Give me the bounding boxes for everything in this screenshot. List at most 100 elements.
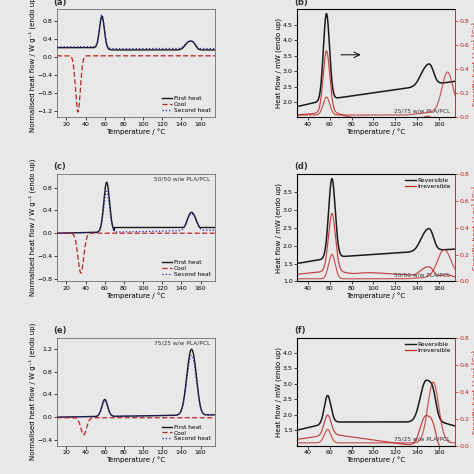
Second heat [209,228,215,233]
Cool [54,415,60,420]
Cool [72,78,78,83]
Cool [72,235,78,241]
First heat [192,360,198,365]
Second heat [192,41,198,46]
Legend: First heat, Cool, Second heat: First heat, Cool, Second heat [161,423,212,443]
First heat [72,414,78,420]
Second heat [115,229,120,235]
First heat [72,45,78,51]
Y-axis label: Normalised heat flow / W g⁻¹ (endo up): Normalised heat flow / W g⁻¹ (endo up) [29,159,36,296]
Cool [212,53,218,59]
First heat [115,225,120,230]
Second heat [212,227,218,233]
Cool [209,415,215,420]
Cool [81,432,87,438]
Second heat [153,46,158,52]
First heat [192,214,198,219]
Y-axis label: Specific heat / J g⁻¹ °C⁻¹: Specific heat / J g⁻¹ °C⁻¹ [472,349,474,434]
Text: 50/50 w/w PLA/PCL: 50/50 w/w PLA/PCL [394,272,450,277]
Second heat [192,365,198,370]
Line: Second heat: Second heat [57,191,215,233]
Cool [72,415,78,421]
Second heat [72,44,78,50]
Second heat [192,215,198,220]
Y-axis label: Heat flow / mW (endo up): Heat flow / mW (endo up) [275,346,282,437]
Second heat [115,413,120,419]
Y-axis label: Specific heat / J g⁻¹ °C⁻¹: Specific heat / J g⁻¹ °C⁻¹ [472,185,474,270]
First heat [99,13,105,19]
Cool [192,415,198,420]
Text: (a): (a) [54,0,67,7]
First heat [209,412,215,418]
X-axis label: Temperature / °C: Temperature / °C [106,128,165,135]
Y-axis label: Heat flow / mW (endo up): Heat flow / mW (endo up) [275,182,282,273]
Second heat [54,44,60,50]
Line: Second heat: Second heat [57,356,215,417]
Cool [189,230,195,236]
X-axis label: Temperature / °C: Temperature / °C [106,456,165,463]
Cool [121,53,127,59]
Cool [212,230,218,236]
Cool [209,53,215,59]
Cool [97,53,102,59]
Second heat [104,189,109,194]
Line: Cool: Cool [57,56,215,112]
X-axis label: Temperature / °C: Temperature / °C [106,292,165,299]
Second heat [121,229,127,235]
Cool [78,270,83,276]
Cool [115,230,120,236]
Cool [54,230,60,236]
X-axis label: Temperature / °C: Temperature / °C [346,128,406,135]
First heat [121,225,127,230]
First heat [212,225,218,230]
X-axis label: Temperature / °C: Temperature / °C [346,456,406,463]
Text: (e): (e) [54,327,67,336]
First heat [82,230,87,236]
Text: (c): (c) [54,163,66,172]
First heat [54,414,60,420]
First heat [121,47,127,53]
Line: Cool: Cool [57,233,215,273]
Cool [54,53,60,59]
Cool [121,415,127,420]
First heat [212,47,218,53]
First heat [121,413,127,419]
First heat [82,45,87,51]
Cool [115,415,120,420]
Y-axis label: Normalised heat flow / W g⁻¹ (endo up): Normalised heat flow / W g⁻¹ (endo up) [29,0,36,132]
Second heat [209,412,215,418]
Text: 75/25 w/w PLA/PCL: 75/25 w/w PLA/PCL [154,341,210,346]
First heat [153,47,158,53]
Cool [75,109,81,115]
Cool [115,53,120,59]
First heat [82,414,87,419]
Cool [192,53,198,59]
First heat [104,179,109,185]
First heat [115,47,120,53]
Legend: Reversible, Irreversible: Reversible, Irreversible [404,340,452,354]
Line: First heat: First heat [57,16,215,50]
X-axis label: Temperature / °C: Temperature / °C [346,292,406,299]
First heat [189,346,194,352]
Second heat [54,230,60,236]
Second heat [99,12,105,18]
Second heat [54,414,60,420]
Y-axis label: Normalised heat flow / W g⁻¹ (endo up): Normalised heat flow / W g⁻¹ (endo up) [29,323,36,460]
Cool [212,415,218,420]
Cool [209,230,215,236]
Line: First heat: First heat [57,349,215,417]
First heat [72,230,78,236]
Second heat [212,412,218,418]
Legend: Reversible, Irreversible: Reversible, Irreversible [404,176,452,190]
Second heat [212,46,218,52]
Second heat [72,414,78,420]
Second heat [209,46,215,52]
Cool [82,431,87,437]
Second heat [82,44,87,50]
Text: (d): (d) [294,163,308,172]
Text: 25/75 w/w PLA/PCL: 25/75 w/w PLA/PCL [394,108,450,113]
Cool [192,230,198,236]
Text: (b): (b) [294,0,308,7]
Line: First heat: First heat [57,182,215,233]
First heat [209,225,215,230]
